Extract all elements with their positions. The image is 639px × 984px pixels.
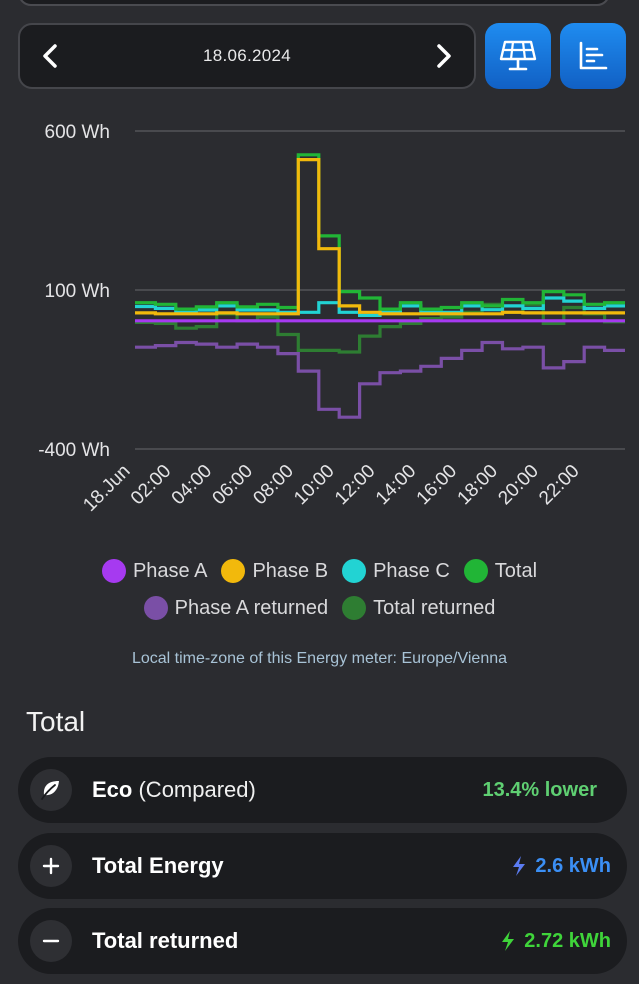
section-title: Total — [26, 706, 86, 737]
series-line-phase-a-returned — [135, 340, 625, 419]
legend-label: Phase B — [252, 559, 329, 582]
legend-label: Phase A — [132, 559, 208, 582]
x-tick-label: 18:00 — [454, 461, 502, 509]
series-line-total-returned — [135, 302, 625, 354]
eco-icon-wrap — [30, 769, 72, 811]
eco-label: Eco (Compared) — [92, 777, 256, 803]
solar-view-button[interactable] — [485, 23, 551, 89]
y-tick-label: 100 Wh — [45, 281, 110, 302]
legend-label: Total returned — [373, 596, 496, 619]
legend-item-phase-b[interactable]: Phase B — [221, 559, 328, 583]
current-date[interactable]: 18.06.2024 — [202, 46, 292, 65]
legend-item-phase-a-returned[interactable]: Phase A returned — [143, 596, 329, 620]
x-tick-label: 20:00 — [494, 461, 542, 509]
eco-sub: (Compared) — [138, 777, 256, 802]
x-tick-label: 22:00 — [535, 461, 583, 509]
x-tick-label: 08:00 — [249, 461, 297, 509]
total-returned-icon-wrap — [30, 920, 72, 962]
bar-chart-icon — [579, 41, 608, 70]
x-tick-label: 10:00 — [290, 461, 338, 509]
chart-view-button[interactable] — [560, 23, 626, 89]
date-navigator: 18.06.2024 — [18, 23, 476, 89]
x-tick-label: 04:00 — [168, 461, 216, 509]
total-energy-value-wrap: 2.6 kWh — [511, 855, 611, 878]
minus-icon — [42, 939, 60, 943]
x-tick-label: 14:00 — [372, 461, 420, 509]
eco-card[interactable]: Eco (Compared) 13.4% lower — [18, 757, 627, 823]
legend-row-1: Phase A Phase B Phase C Total — [0, 559, 639, 583]
x-tick-label: 02:00 — [127, 461, 175, 509]
total-energy-icon-wrap — [30, 845, 72, 887]
total-energy-label: Total Energy — [92, 853, 224, 878]
y-tick-label: 600 Wh — [45, 122, 110, 143]
x-tick-label: 16:00 — [413, 461, 461, 509]
chart-series — [135, 153, 625, 419]
series-line-phase-b — [135, 158, 625, 316]
legend-swatch — [463, 559, 488, 583]
legend-swatch — [143, 596, 168, 620]
lightning-icon — [502, 931, 515, 951]
solar-panel-icon — [499, 40, 537, 71]
eco-title: Eco — [92, 777, 133, 802]
plus-icon — [42, 857, 60, 875]
total-energy-value: 2.6 kWh — [535, 854, 611, 877]
legend-swatch — [342, 559, 367, 583]
series-line-total — [135, 153, 625, 311]
x-tick-label: 12:00 — [331, 461, 379, 509]
x-tick-label: 18.Jun — [79, 461, 134, 516]
total-returned-value: 2.72 kWh — [524, 929, 611, 952]
legend-label: Phase A returned — [174, 596, 329, 619]
legend-label: Phase C — [373, 559, 450, 582]
legend-row-2: Phase A returned Total returned — [0, 596, 639, 620]
total-returned-value-wrap: 2.72 kWh — [500, 930, 611, 953]
prev-day-button[interactable] — [20, 26, 80, 86]
legend-item-phase-c[interactable]: Phase C — [342, 559, 450, 583]
legend-item-total[interactable]: Total — [463, 559, 538, 583]
timezone-note: Local time-zone of this Energy meter: Eu… — [131, 650, 508, 667]
legend-label: Total — [494, 559, 538, 582]
top-card-edge — [18, 0, 610, 6]
energy-chart: 600 Wh 100 Wh -400 Wh18.Jun02:0004:0006:00… — [38, 122, 625, 516]
chevron-left-icon — [43, 44, 57, 68]
total-returned-label: Total returned — [92, 928, 239, 953]
legend-item-total-returned[interactable]: Total returned — [342, 596, 495, 620]
legend-swatch — [342, 596, 367, 620]
x-tick-label: 06:00 — [209, 461, 257, 509]
legend-swatch — [101, 559, 126, 583]
chart-axis-labels: 600 Wh 100 Wh -400 Wh18.Jun02:0004:0006:00… — [38, 122, 584, 516]
next-day-button[interactable] — [414, 26, 474, 86]
chevron-right-icon — [437, 44, 451, 68]
legend-swatch — [221, 559, 246, 583]
leaf-icon — [41, 781, 59, 800]
y-tick-label: -400 Wh — [38, 440, 110, 461]
lightning-icon — [513, 856, 526, 876]
total-energy-card[interactable]: Total Energy 2.6 kWh — [18, 833, 627, 899]
legend-item-phase-a[interactable]: Phase A — [101, 559, 208, 583]
eco-value: 13.4% lower — [482, 778, 597, 801]
total-returned-card[interactable]: Total returned 2.72 kWh — [18, 908, 627, 974]
